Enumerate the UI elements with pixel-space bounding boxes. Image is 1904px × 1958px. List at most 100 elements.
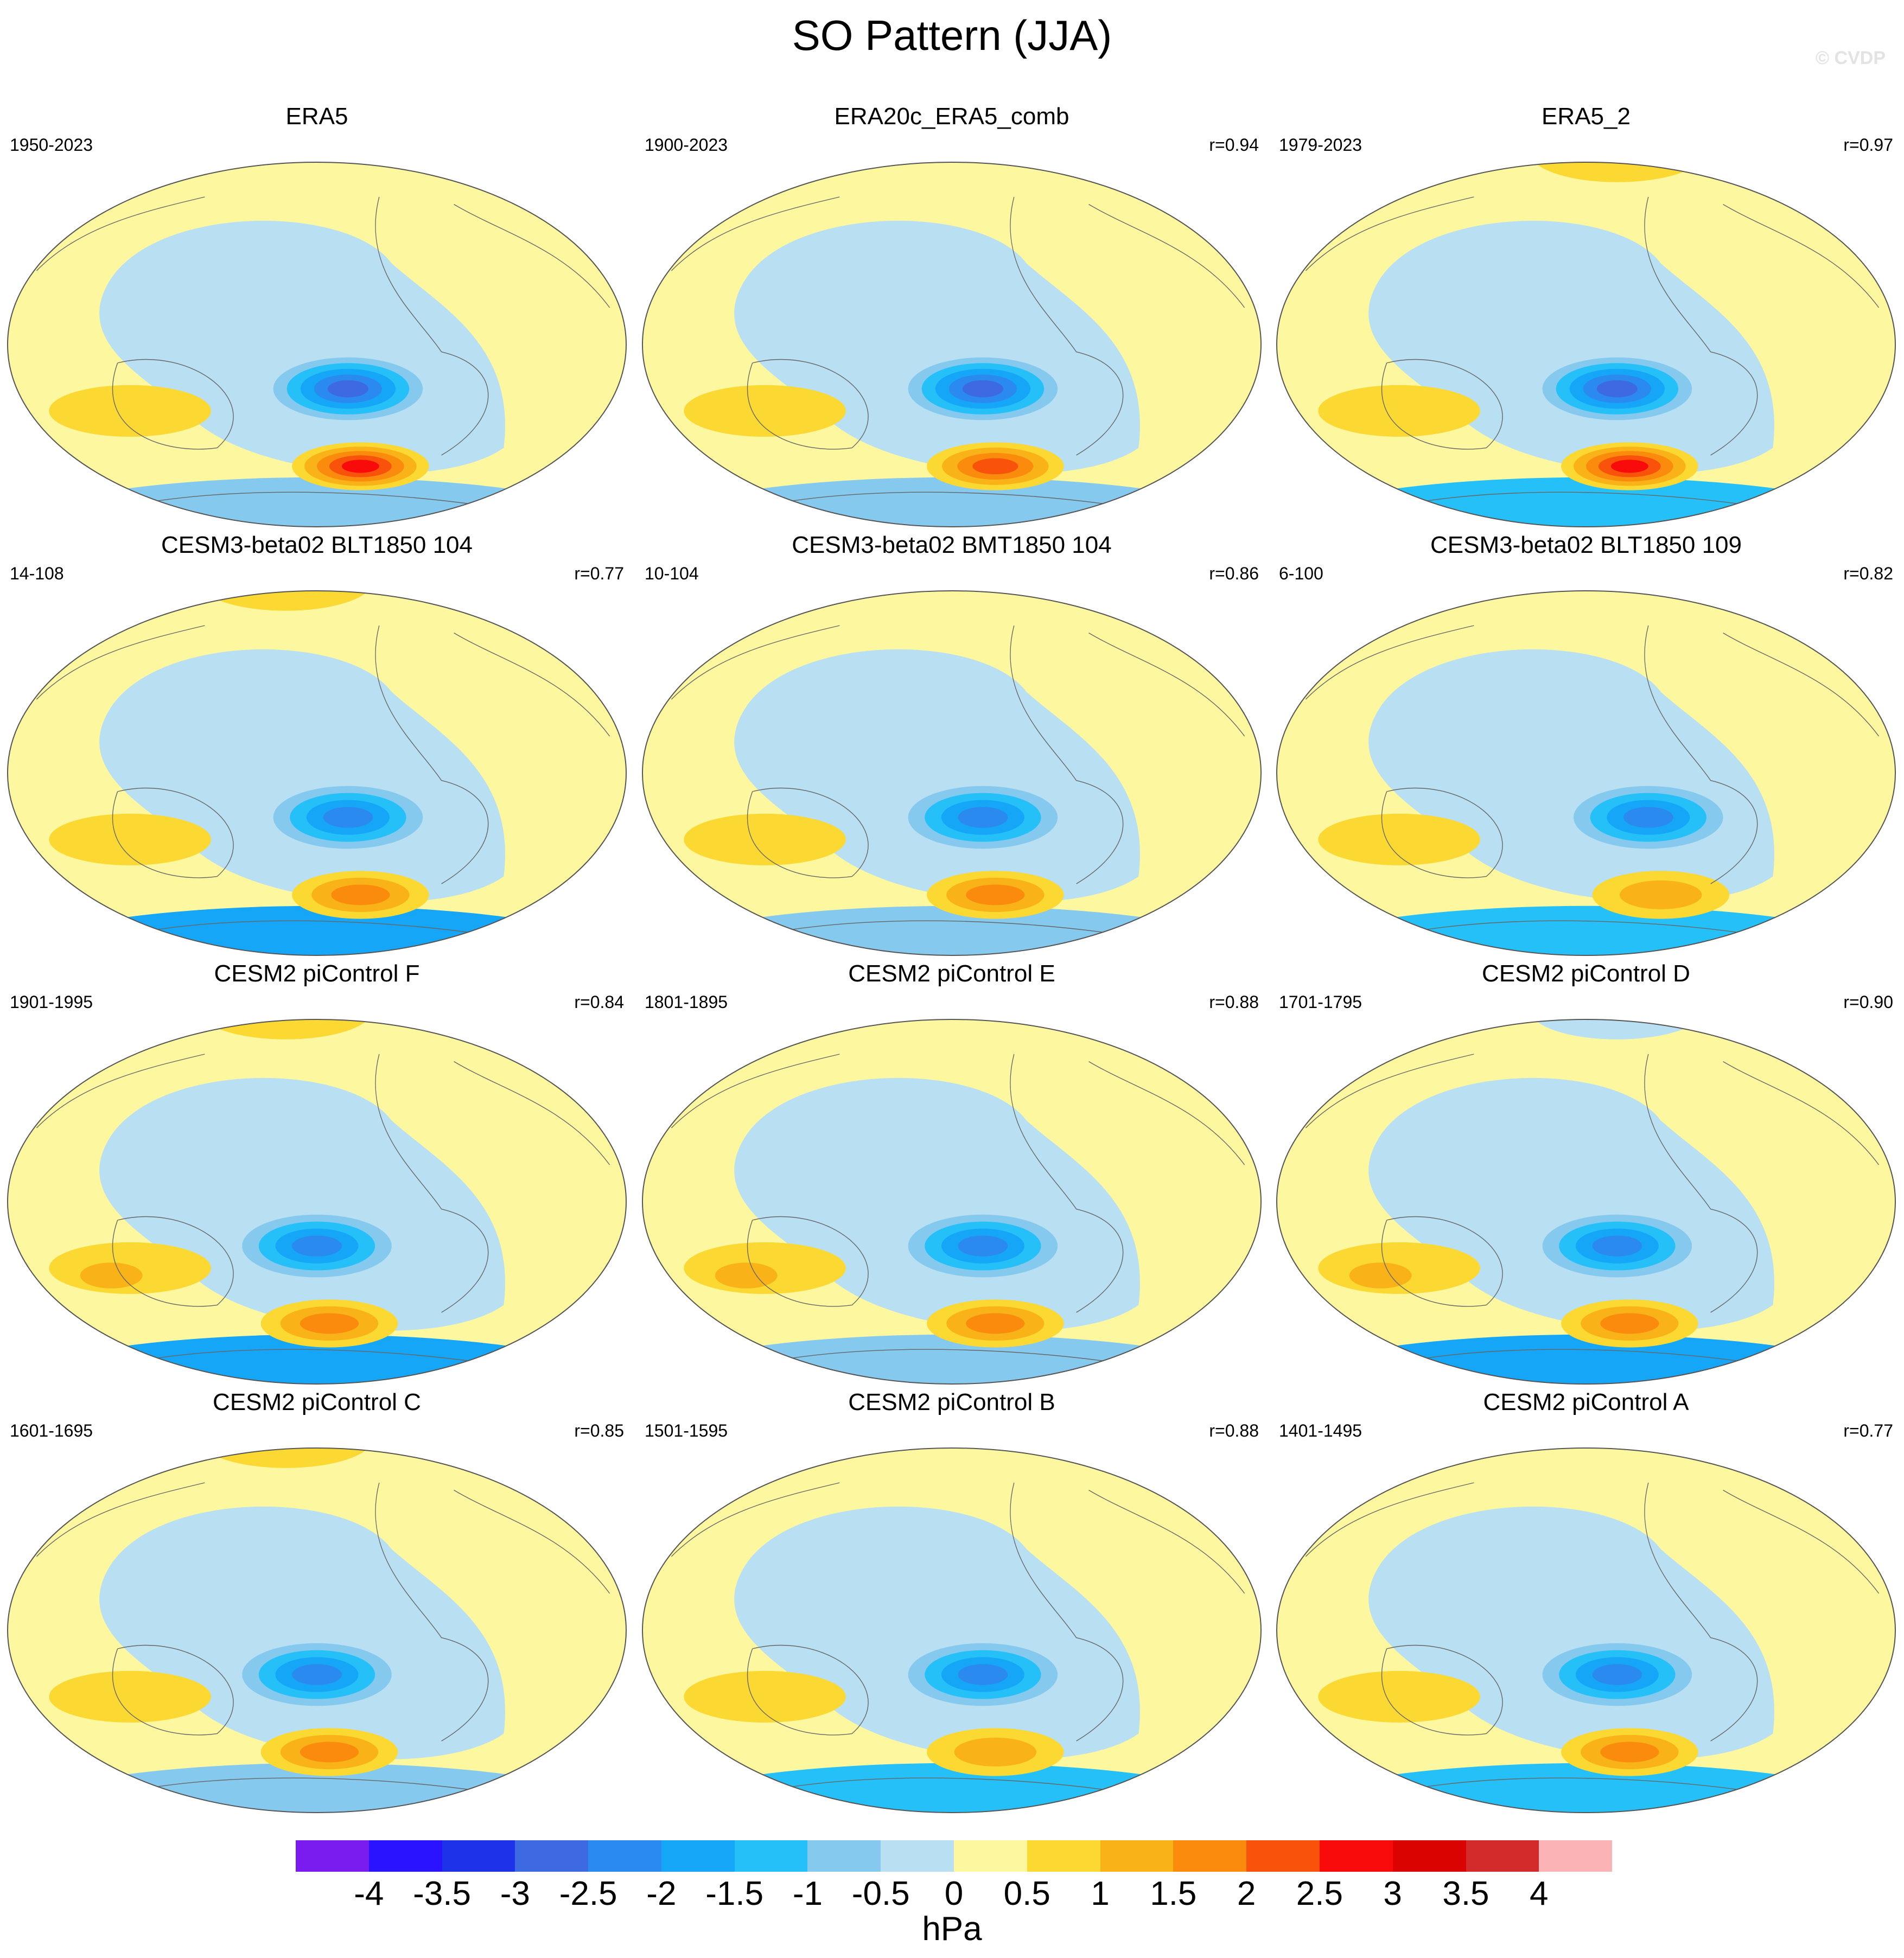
coastline bbox=[112, 1216, 234, 1307]
indian-ocean-anomaly bbox=[1318, 385, 1480, 437]
map-panel: CESM2 piControl B 1501-1595 r=0.88 bbox=[635, 1386, 1269, 1815]
coastline bbox=[1088, 632, 1245, 737]
map-boundary bbox=[642, 1447, 1262, 1813]
coastline bbox=[1381, 787, 1503, 878]
panel-years: 1401-1495 bbox=[1279, 1421, 1362, 1440]
negative-center-contour bbox=[292, 1235, 342, 1257]
positive-center-contour bbox=[300, 1742, 359, 1763]
southern-ocean-anomaly bbox=[8, 905, 626, 955]
panel-title: CESM2 piControl E bbox=[848, 960, 1055, 987]
coastline bbox=[375, 1482, 489, 1742]
panel-title: CESM2 piControl F bbox=[214, 960, 420, 987]
colorbar-tick-label: 3 bbox=[1383, 1875, 1402, 1912]
coastline bbox=[1088, 203, 1245, 308]
colorbar-tick-label: -1.5 bbox=[705, 1875, 764, 1912]
southern-ocean-anomaly bbox=[1277, 477, 1895, 527]
coastline bbox=[1305, 1054, 1474, 1128]
positive-center-contour bbox=[1600, 1742, 1659, 1763]
coastline bbox=[375, 196, 489, 456]
negative-center-contour bbox=[1623, 807, 1673, 828]
coastline bbox=[777, 1777, 1126, 1793]
coastline bbox=[777, 920, 1126, 936]
panel-correlation: r=0.82 bbox=[1843, 564, 1893, 583]
panel-grid: ERA5 1950-2023 ERA20c_ERA5_comb 1900-2023 r=… bbox=[0, 100, 1903, 1815]
positive-center-contour bbox=[331, 884, 390, 905]
coastline bbox=[1411, 492, 1761, 507]
arctic-anomaly bbox=[864, 591, 1039, 611]
coastline bbox=[1088, 1489, 1245, 1594]
coastline bbox=[36, 196, 205, 271]
map-boundary bbox=[642, 162, 1262, 527]
southern-ocean-anomaly bbox=[1277, 1763, 1895, 1813]
negative-center-contour bbox=[1596, 380, 1638, 398]
positive-center-contour bbox=[1600, 1313, 1659, 1334]
coastline bbox=[1010, 625, 1124, 884]
indian-ocean-anomaly bbox=[684, 385, 846, 437]
panel-title: CESM2 piControl A bbox=[1483, 1389, 1689, 1415]
colorbar-swatch bbox=[1027, 1840, 1100, 1872]
colorbar-tick-label: -2.5 bbox=[559, 1875, 617, 1912]
coastline bbox=[1411, 920, 1761, 936]
coastline bbox=[1381, 359, 1503, 450]
map-boundary bbox=[642, 590, 1262, 956]
global-map bbox=[642, 590, 1262, 956]
colorbar-swatch bbox=[661, 1840, 735, 1872]
panel-title: ERA5_2 bbox=[1542, 103, 1631, 130]
coastline bbox=[454, 1061, 610, 1165]
panel-correlation: r=0.85 bbox=[574, 1421, 624, 1440]
panel-years: 1900-2023 bbox=[645, 135, 728, 155]
map-boundary bbox=[1276, 1447, 1896, 1813]
indian-ocean-anomaly bbox=[684, 813, 846, 865]
positive-center-contour bbox=[954, 1737, 1037, 1766]
coastline bbox=[1723, 1061, 1880, 1165]
positive-center-contour bbox=[966, 884, 1025, 905]
map-boundary bbox=[1276, 1019, 1896, 1385]
positive-center-contour bbox=[341, 460, 379, 473]
coastline bbox=[671, 625, 840, 700]
global-map bbox=[7, 1019, 627, 1385]
colorbar-swatch bbox=[442, 1840, 515, 1872]
map-boundary bbox=[7, 1447, 627, 1813]
colorbar-tick-label: 2.5 bbox=[1296, 1875, 1343, 1912]
panel-correlation: r=0.88 bbox=[1209, 992, 1259, 1012]
map-boundary bbox=[7, 162, 627, 527]
map-boundary bbox=[1276, 162, 1896, 527]
map-panel: ERA5 1950-2023 bbox=[0, 100, 634, 529]
panel-title: CESM3-beta02 BMT1850 104 bbox=[792, 532, 1112, 558]
colorbar-tick-label: 0 bbox=[944, 1875, 964, 1912]
colorbar-units: hPa bbox=[922, 1910, 982, 1948]
coastline bbox=[36, 1054, 205, 1128]
colorbar-swatch bbox=[954, 1840, 1027, 1872]
colorbar-swatch bbox=[734, 1840, 808, 1872]
coastline bbox=[671, 1054, 840, 1128]
colorbar-swatch bbox=[368, 1840, 442, 1872]
map-panel: ERA5_2 1979-2023 r=0.97 bbox=[1269, 100, 1903, 529]
colorbar-tick-label: -3 bbox=[500, 1875, 530, 1912]
global-map bbox=[1276, 590, 1896, 956]
panel-years: 1501-1595 bbox=[645, 1421, 728, 1440]
map-boundary bbox=[642, 1019, 1262, 1385]
southern-ocean-anomaly bbox=[1277, 1334, 1895, 1384]
colorbar-tick-label: 1 bbox=[1091, 1875, 1110, 1912]
panel-years: 1950-2023 bbox=[10, 135, 93, 155]
map-panel: CESM2 piControl C 1601-1695 r=0.85 bbox=[0, 1386, 634, 1815]
colorbar-tick-label: -1 bbox=[792, 1875, 823, 1912]
colorbar-tick-label: 1.5 bbox=[1150, 1875, 1197, 1912]
panel-correlation: r=0.84 bbox=[574, 992, 624, 1012]
panel-title: CESM2 piControl D bbox=[1482, 960, 1690, 987]
negative-center-contour bbox=[958, 1235, 1008, 1257]
coastline bbox=[747, 1216, 869, 1307]
map-boundary bbox=[7, 590, 627, 956]
coastline bbox=[1644, 1054, 1758, 1313]
coastline bbox=[1411, 1349, 1761, 1364]
panel-years: 1601-1695 bbox=[10, 1421, 93, 1440]
coastline bbox=[1305, 196, 1474, 271]
negative-center-contour bbox=[958, 807, 1008, 828]
map-panel: ERA20c_ERA5_comb 1900-2023 r=0.94 bbox=[635, 100, 1269, 529]
coastline bbox=[747, 1644, 869, 1736]
panel-years: 1901-1995 bbox=[10, 992, 93, 1012]
map-boundary bbox=[7, 1019, 627, 1385]
panel-title: ERA20c_ERA5_comb bbox=[834, 103, 1069, 130]
coastline bbox=[36, 625, 205, 700]
colorbar-swatch bbox=[807, 1840, 881, 1872]
